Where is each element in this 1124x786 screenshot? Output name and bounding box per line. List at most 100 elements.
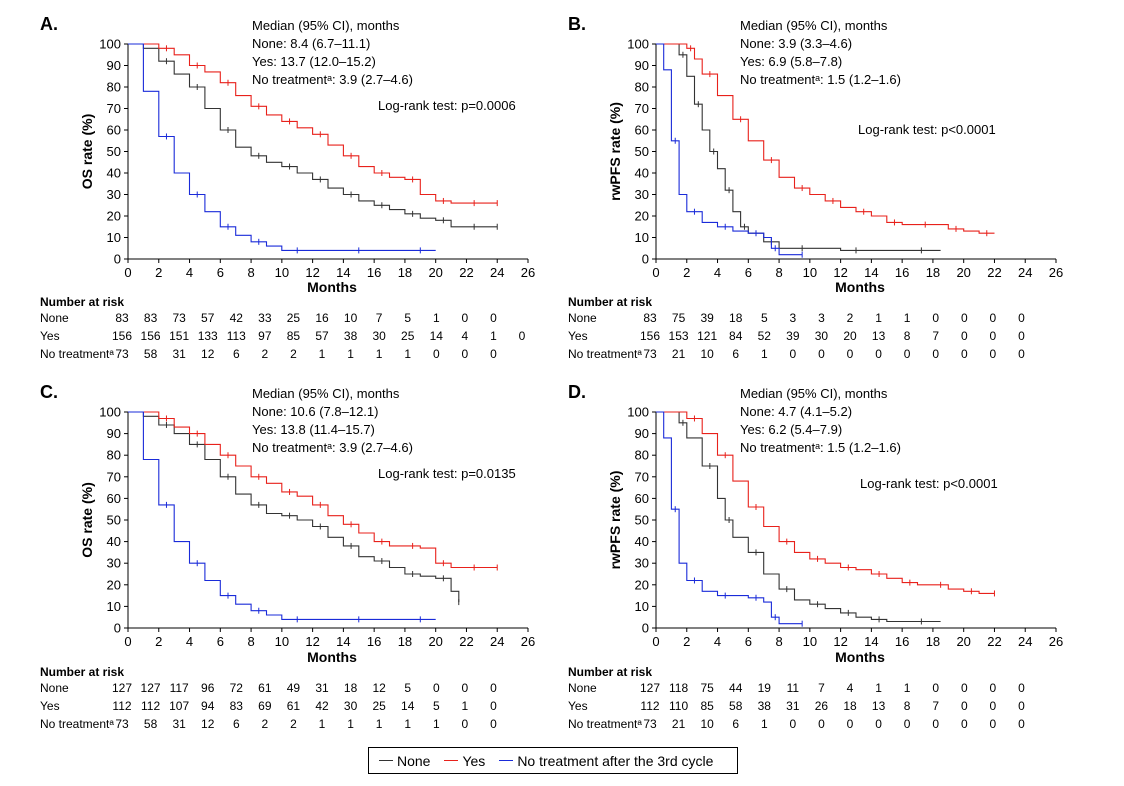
panel-1-risk-cell: 151 (169, 329, 189, 343)
panel-4-y-tick-label: 100 (627, 405, 649, 420)
panel-3-risk-cell: 31 (172, 717, 186, 731)
panel-1-risk-cell: 0 (490, 347, 497, 361)
panel-2-curve-none (656, 43, 941, 251)
panel-2-risk-cell: 3 (790, 311, 797, 325)
panel-2-x-tick-label: 26 (1049, 265, 1063, 280)
panel-3-y-tick-label: 100 (99, 405, 121, 420)
panel-4-x-tick-label: 4 (714, 634, 721, 649)
panel-3-risk-cell: 112 (112, 699, 131, 713)
panel-3-median-yes: Yes: 13.8 (11.4–15.7) (252, 422, 375, 437)
panel-1-risk-cell: 10 (344, 311, 358, 325)
panel-3-risk-cell: 0 (490, 717, 497, 731)
panel-1-risk-cell: 33 (258, 311, 272, 325)
panel-4-y-tick-label: 40 (635, 534, 649, 549)
panel-2-risk-cell: 156 (640, 329, 660, 343)
panel-3-risk-cell: 18 (344, 681, 358, 695)
panel-1-risk-label-notreat: No treatmentᵃ (40, 347, 114, 361)
panel-2-x-tick-label: 22 (987, 265, 1001, 280)
panel-4-y-tick-label: 90 (635, 426, 649, 441)
panel-1-y-tick-label: 80 (107, 80, 121, 95)
panel-4-risk-cell: 0 (961, 681, 968, 695)
panel-2-y-tick-label: 10 (635, 230, 649, 245)
panel-4-risk-cell: 7 (932, 699, 939, 713)
panel-2-x-tick-label: 16 (895, 265, 909, 280)
panel-3-risk-cell: 2 (262, 717, 269, 731)
panel-4-risk-cell: 11 (787, 681, 800, 695)
legend-item-yes: Yes (444, 753, 485, 769)
panel-2-curve-yes (656, 43, 995, 234)
panel-4-x-tick-label: 22 (987, 634, 1001, 649)
panel-2-risk-label-none: None (568, 311, 597, 325)
panel-1-risk-label-none: None (40, 311, 69, 325)
panel-4-risk-cell: 58 (729, 699, 743, 713)
panel-2-risk-cell: 3 (818, 311, 825, 325)
panel-1-x-tick-label: 8 (247, 265, 254, 280)
panel-1-risk-cell: 4 (462, 329, 469, 343)
panel-1-y-tick-label: 50 (107, 144, 121, 159)
panel-2-y-tick-label: 90 (635, 58, 649, 73)
panel-3-y-tick-label: 20 (107, 577, 121, 592)
panel-3-y-tick-label: 30 (107, 556, 121, 571)
panel-2-y-tick-label: 30 (635, 187, 649, 202)
panel-4-risk-cell: 1 (875, 681, 882, 695)
panel-1-risk-cell: 57 (201, 311, 215, 325)
panel-2-risk-cell: 73 (643, 347, 657, 361)
panel-2-risk-cell: 52 (758, 329, 772, 343)
panel-3-x-tick-label: 4 (186, 634, 193, 649)
panel-4-x-tick-label: 18 (926, 634, 940, 649)
panel-1-risk-cell: 83 (144, 311, 158, 325)
panel-3-risk-cell: 58 (144, 717, 158, 731)
panel-3-risk-cell: 12 (201, 717, 215, 731)
panel-3-risk-cell: 1 (462, 699, 469, 713)
panel-2-risk-cell: 0 (990, 329, 997, 343)
panel-4-y-tick-label: 30 (635, 556, 649, 571)
panel-3-letter: C. (40, 382, 58, 402)
panel-3-x-tick-label: 12 (305, 634, 319, 649)
panel-3-x-tick-label: 6 (217, 634, 224, 649)
panel-1-median-title: Median (95% CI), months (252, 18, 400, 33)
panel-1-risk-cell: 58 (144, 347, 158, 361)
panel-1-y-tick-label: 90 (107, 58, 121, 73)
panel-4-curve-notreat (656, 411, 803, 625)
panel-1-risk-cell: 1 (490, 329, 497, 343)
panel-2-risk-cell: 0 (818, 347, 825, 361)
panel-1-x-tick-label: 10 (275, 265, 289, 280)
panel-4-risk-cell: 85 (700, 699, 714, 713)
panel-4-risk-cell: 10 (700, 717, 714, 731)
panel-4-x-tick-label: 10 (803, 634, 817, 649)
panel-4-logrank-text: Log-rank test: p<0.0001 (860, 476, 998, 491)
panel-2-risk-cell: 0 (1018, 311, 1025, 325)
panel-2-x-tick-label: 18 (926, 265, 940, 280)
panel-1-risk-cell: 5 (404, 311, 411, 325)
panel-4-risk-cell: 0 (818, 717, 825, 731)
panel-1-curve-none (128, 43, 498, 228)
panel-1-y-tick-label: 60 (107, 123, 121, 138)
panel-4-risk-cell: 0 (1018, 717, 1025, 731)
panel-4-median-notreat: No treatmentᵃ: 1.5 (1.2–1.6) (740, 440, 901, 455)
panel-3-risk-cell: 30 (344, 699, 358, 713)
panel-4-x-tick-label: 6 (745, 634, 752, 649)
panel-1-risk-cell: 2 (262, 347, 269, 361)
panel-4-risk-cell: 0 (961, 717, 968, 731)
panel-4-risk-cell: 0 (790, 717, 797, 731)
panel-2-y-axis-label: rwPFS rate (%) (607, 102, 623, 201)
panel-1-risk-cell: 1 (319, 347, 326, 361)
panel-4-curve-yes (656, 411, 995, 594)
panel-1-risk-cell: 156 (112, 329, 132, 343)
panel-3-risk-cell: 1 (319, 717, 326, 731)
panel-2-risk-cell: 0 (990, 311, 997, 325)
panel-3-risk-cell: 72 (230, 681, 244, 695)
panel-2-risk-cell: 0 (932, 311, 939, 325)
panel-2-risk-cell: 75 (672, 311, 686, 325)
panel-4-risk-cell: 1 (904, 681, 911, 695)
panel-3-risk-cell: 12 (372, 681, 386, 695)
panel-2-x-tick-label: 12 (833, 265, 847, 280)
panel-1-x-tick-label: 14 (336, 265, 350, 280)
panel-1-risk-cell: 57 (315, 329, 329, 343)
panel-1-x-tick-label: 12 (305, 265, 319, 280)
panel-2-risk-cell: 39 (786, 329, 800, 343)
panel-1-logrank-text: Log-rank test: p=0.0006 (378, 98, 516, 113)
panel-1-median-none: None: 8.4 (6.7–11.1) (252, 36, 370, 51)
panel-3-risk-cell: 61 (258, 681, 272, 695)
